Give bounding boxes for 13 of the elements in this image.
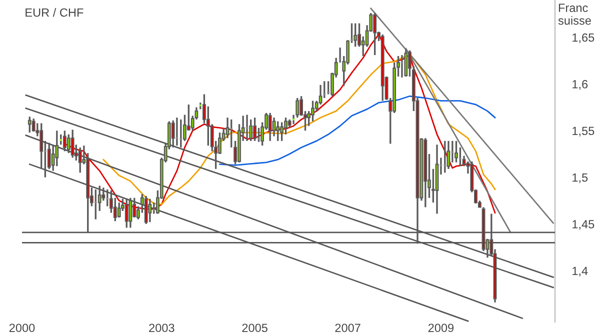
x-tick-label: 2009 [428, 324, 454, 332]
y-tick-label: 1,65 [572, 33, 594, 44]
x-tick-label: 2007 [335, 324, 360, 332]
x-tick-label: 2005 [242, 324, 268, 332]
y-tick-label: 1,4 [572, 266, 588, 276]
text: EUR / CHF [26, 8, 84, 17]
y-tick-label: 1,5 [572, 173, 588, 184]
y-axis-title: Franc suisse [558, 4, 591, 25]
y-tick-label: 1,55 [572, 126, 594, 136]
y-tick-label: 1,6 [572, 80, 588, 90]
y-tick-label: 1,45 [572, 220, 594, 230]
x-tick-label: 2003 [149, 324, 174, 332]
x-tick-label: 2000 [9, 324, 35, 332]
